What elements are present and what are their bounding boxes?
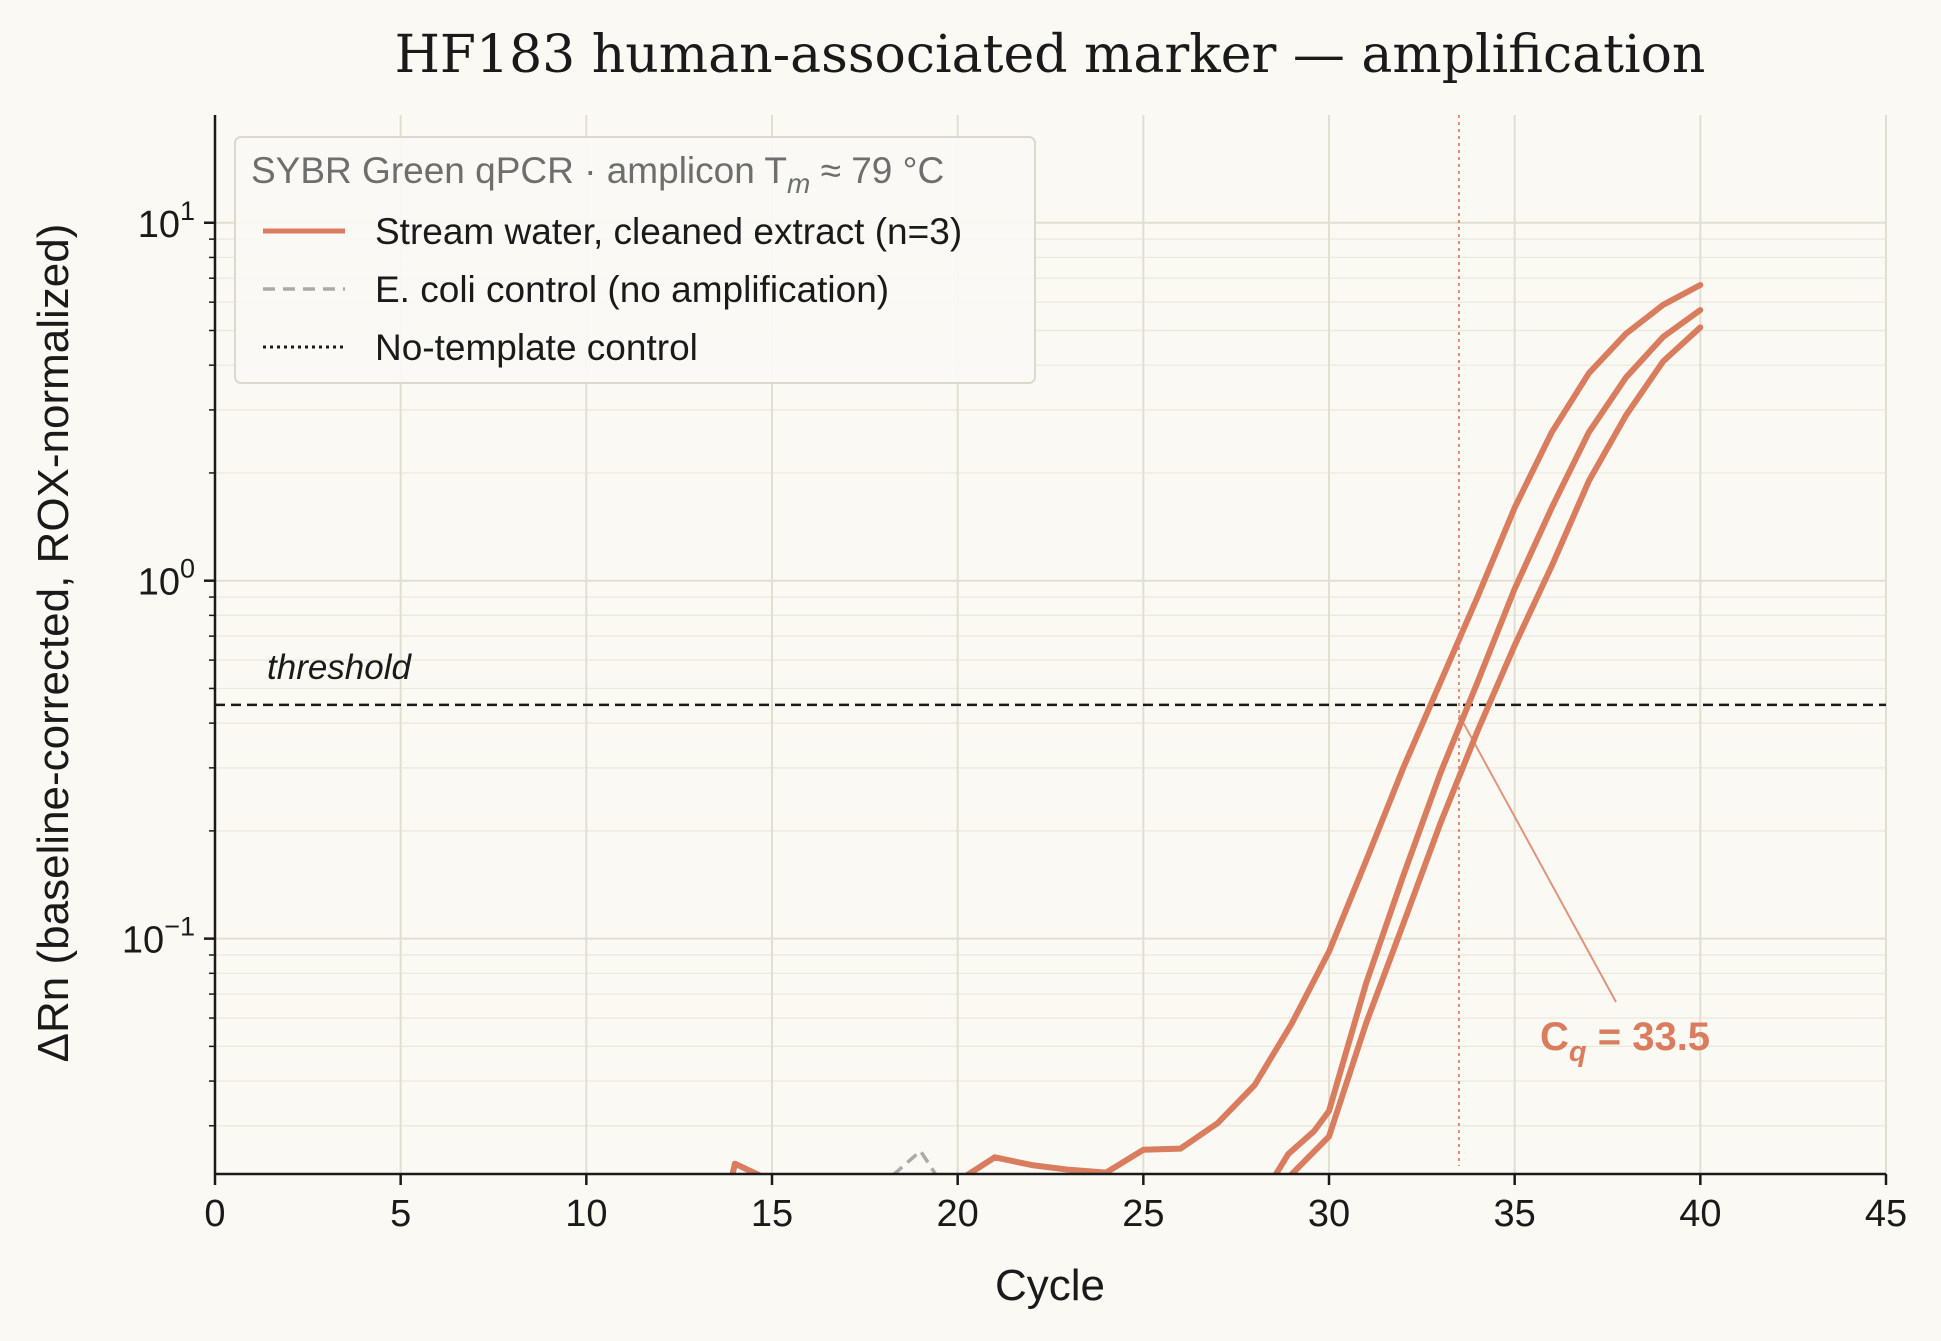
series-group <box>729 282 1704 1174</box>
x-tick-label: 20 <box>937 1193 979 1235</box>
threshold-label: threshold <box>267 648 413 687</box>
legend-label-ntc: No-template control <box>375 327 698 368</box>
chart-title: HF183 human-associated marker — amplific… <box>395 25 1706 85</box>
y-tick-label: 10−1 <box>122 912 195 962</box>
x-tick-label: 40 <box>1679 1193 1721 1235</box>
series-line-sample-2 <box>1288 324 1704 1174</box>
series-line-sample-1 <box>1272 307 1704 1174</box>
x-tick-label: 5 <box>390 1193 411 1235</box>
x-tick-label: 25 <box>1122 1193 1164 1235</box>
x-tick-label: 35 <box>1494 1193 1536 1235</box>
x-tick-label: 30 <box>1308 1193 1350 1235</box>
x-tick-label: 0 <box>204 1193 225 1235</box>
x-axis-label: Cycle <box>995 1261 1105 1310</box>
x-tick-label: 15 <box>751 1193 793 1235</box>
grid <box>215 115 1887 1174</box>
axes <box>213 115 1886 1176</box>
series-line-sample-0 <box>729 282 1704 1174</box>
x-tick-label: 10 <box>565 1193 607 1235</box>
legend-box <box>234 136 1036 384</box>
legend: SYBR Green qPCR · amplicon Tm ≈ 79 °C Str… <box>234 136 1036 384</box>
threshold-group: threshold <box>215 648 1886 707</box>
cq-annotation-arrow <box>1458 714 1617 1003</box>
legend-label-sample: Stream water, cleaned extract (n=3) <box>375 211 962 252</box>
legend-label-ecoli: E. coli control (no amplification) <box>375 269 889 310</box>
x-tick-label: 45 <box>1865 1193 1907 1235</box>
y-axis-label: ΔRn (baseline-corrected, ROX-normalized) <box>29 224 78 1063</box>
legend-title: SYBR Green qPCR · amplicon Tm ≈ 79 °C <box>251 150 944 199</box>
